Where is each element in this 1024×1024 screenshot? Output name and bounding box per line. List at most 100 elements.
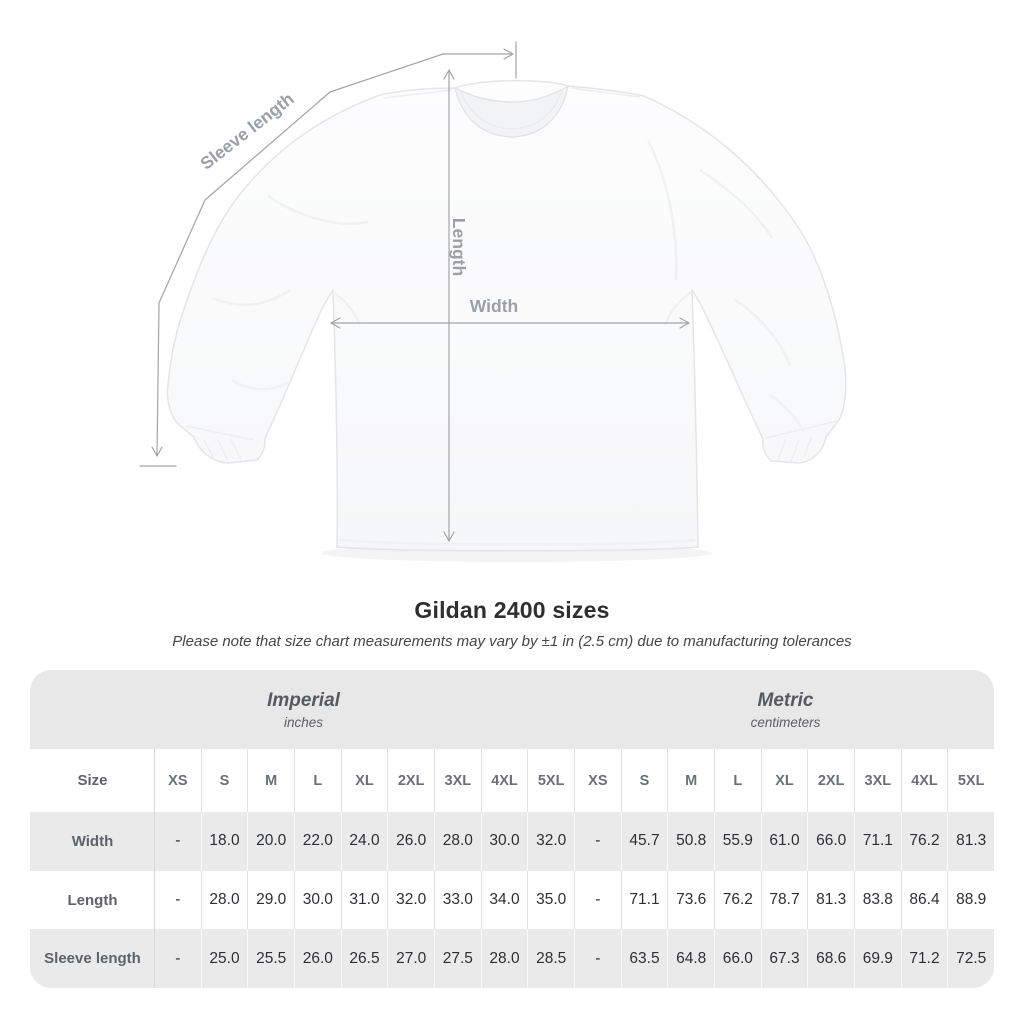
measurement-value: 25.0: [200, 929, 248, 988]
size-column-header: 4XL: [900, 749, 948, 812]
collar: [454, 84, 569, 138]
size-header-row: Size XS S M L XL 2XL 3XL 4XL 5XL XS S M L XL 2XL 3XL 4XL 5…: [30, 749, 994, 812]
measurement-value: 67.3: [760, 929, 808, 988]
measurement-value: 28.5: [527, 929, 574, 988]
size-column-header: 2XL: [387, 749, 434, 812]
measurement-value: 63.5: [620, 929, 668, 988]
size-column-header: XS: [154, 749, 201, 812]
measurement-value: 76.2: [900, 812, 948, 871]
size-column-header: 2XL: [807, 749, 854, 812]
measurement-value: 33.0: [434, 870, 481, 930]
measurement-value: 30.0: [294, 870, 341, 930]
fabric-folds: [211, 139, 806, 546]
measurement-value: 50.8: [667, 812, 714, 871]
measurement-value: 27.0: [387, 929, 434, 988]
shirt-illustration: [166, 79, 847, 552]
measurement-value: 71.2: [900, 929, 948, 988]
measurement-value: 28.0: [434, 812, 481, 871]
measurement-value: 86.4: [900, 870, 948, 930]
measurement-value: 68.6: [807, 929, 854, 988]
measurement-value: 81.3: [807, 870, 854, 930]
size-column-header: 3XL: [434, 749, 481, 812]
measurement-value: 66.0: [714, 929, 761, 988]
measurement-value: 55.9: [714, 812, 761, 871]
measurement-value: 64.8: [667, 929, 714, 988]
size-column-header: L: [294, 749, 341, 812]
width-arrowheads: [330, 317, 690, 329]
measurement-value: 32.0: [527, 812, 574, 871]
measurement-row-label: Length: [67, 891, 118, 909]
measurement-value: 28.0: [480, 929, 528, 988]
unit-group-subtitle: inches: [283, 714, 324, 730]
sleeve-length-annotation-line: [156, 53, 514, 456]
measurement-value: -: [154, 812, 201, 871]
measurement-value: 45.7: [620, 812, 668, 871]
sleeve-length-arrowheads: [151, 48, 514, 457]
measurement-value: -: [574, 929, 621, 988]
size-column-header: 4XL: [480, 749, 528, 812]
size-chart-table: Imperial inches Metric centimeters Size X…: [30, 670, 994, 988]
measurement-value: 25.5: [247, 929, 294, 988]
measurement-annotations: [139, 41, 690, 542]
shirt-diagram-svg: Sleeve length Length Width: [139, 41, 847, 562]
measurement-row-label: Width: [71, 832, 114, 850]
measurement-value: 34.0: [480, 870, 528, 930]
measurement-value: -: [154, 870, 201, 930]
size-column-header: 5XL: [947, 749, 994, 812]
length-label: Length: [449, 218, 469, 276]
measurement-value: 76.2: [714, 870, 761, 930]
measurement-value: 81.3: [947, 812, 994, 871]
measurement-value: 72.5: [947, 929, 994, 988]
chart-title: Gildan 2400 sizes: [414, 597, 610, 623]
unit-group-imperial: Imperial inches: [30, 670, 577, 749]
measurement-value: 26.5: [340, 929, 388, 988]
measurement-value: 30.0: [480, 812, 528, 871]
measurement-value: 22.0: [294, 812, 341, 871]
measurement-value: 18.0: [200, 812, 248, 871]
measurement-value: 71.1: [620, 870, 668, 930]
length-arrowheads: [443, 69, 455, 542]
shoulder-seams: [383, 87, 641, 99]
unit-group-title: Metric: [757, 689, 814, 711]
collar-ribbing: [460, 89, 563, 130]
size-column-header: S: [200, 749, 248, 812]
size-column-header: 5XL: [527, 749, 574, 812]
unit-group-subtitle: centimeters: [750, 714, 821, 730]
unit-group-metric: Metric centimeters: [577, 670, 994, 749]
size-column-header: XS: [574, 749, 621, 812]
measurement-value: 66.0: [807, 812, 854, 871]
measurement-row: Length -28.0 29.0 30.0 31.0 32.0 33.0 34.0 35.0-…: [30, 870, 994, 930]
measurement-value: 83.8: [854, 870, 901, 930]
size-column-header: XL: [340, 749, 388, 812]
size-header-label: Size: [77, 772, 108, 789]
sleeve-length-ticks: [139, 41, 517, 467]
size-column-header: M: [667, 749, 714, 812]
measurement-value: 73.6: [667, 870, 714, 930]
size-column-header: 3XL: [854, 749, 901, 812]
measurement-value: 71.1: [854, 812, 901, 871]
measurement-value: -: [574, 870, 621, 930]
measurement-value: 32.0: [387, 870, 434, 930]
measurement-value: 27.5: [434, 929, 481, 988]
measurement-value: 24.0: [340, 812, 388, 871]
measurement-row: Width -18.0 20.0 22.0 24.0 26.0 28.0 30.0 32.0-4…: [30, 812, 994, 871]
measurement-row: Sleeve length -25.0 25.5 26.0 26.5 27.0 27.5 28…: [30, 929, 994, 988]
measurement-value: 88.9: [947, 870, 994, 930]
size-column-header: M: [247, 749, 294, 812]
measurement-value: 26.0: [387, 812, 434, 871]
size-column-header: S: [620, 749, 668, 812]
width-label: Width: [470, 296, 518, 316]
chart-note: Please note that size chart measurements…: [172, 633, 852, 650]
size-column-header: L: [714, 749, 761, 812]
measurement-value: 28.0: [200, 870, 248, 930]
measurement-value: 35.0: [527, 870, 574, 930]
cuff-ribbing: [185, 420, 838, 462]
measurement-value: 61.0: [760, 812, 808, 871]
measurement-value: -: [574, 812, 621, 871]
measurement-row-label: Sleeve length: [44, 950, 141, 968]
shirt-diagram: Sleeve length Length Width: [139, 41, 847, 562]
size-chart-rows: Size XS S M L XL 2XL 3XL 4XL 5XL XS S M L XL 2XL 3XL 4XL 5…: [30, 749, 994, 988]
measurement-value: 69.9: [854, 929, 901, 988]
measurement-value: 20.0: [247, 812, 294, 871]
